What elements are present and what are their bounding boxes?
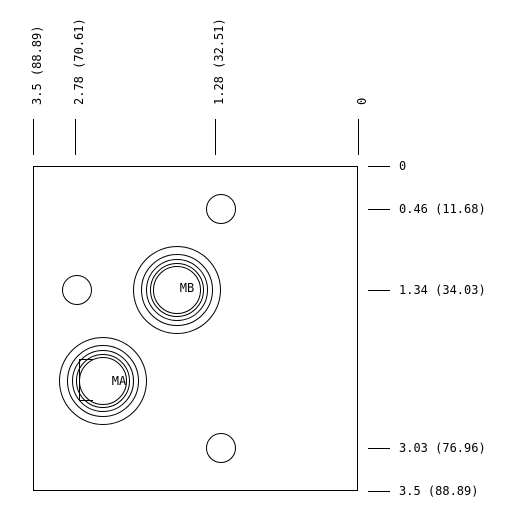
right-tick xyxy=(368,166,390,167)
right-tick xyxy=(368,491,390,492)
small-hole xyxy=(62,275,92,305)
port-label-ma: MA xyxy=(112,374,126,388)
top-tick xyxy=(33,119,34,155)
right-dim-label: 3.5 (88.89) xyxy=(399,484,478,498)
right-dim-label: 3.03 (76.96) xyxy=(399,441,486,455)
small-hole xyxy=(206,433,236,463)
top-tick xyxy=(358,119,359,155)
right-dim-label: 0.46 (11.68) xyxy=(399,202,486,216)
port-label-mb: MB xyxy=(180,281,194,295)
top-dim-label: 2.78 (70.61) xyxy=(72,18,86,105)
right-dim-label: 0 xyxy=(399,159,406,173)
top-tick xyxy=(75,119,76,155)
top-dim-label: 3.5 (88.89) xyxy=(30,26,44,105)
right-dim-label: 1.34 (34.03) xyxy=(399,283,486,297)
right-tick xyxy=(368,448,390,449)
top-dim-label: 1.28 (32.51) xyxy=(212,18,226,105)
right-tick xyxy=(368,209,390,210)
small-hole xyxy=(206,194,236,224)
top-dim-label: 0 xyxy=(355,98,369,105)
right-tick xyxy=(368,290,390,291)
port-tab-ma xyxy=(79,359,93,401)
top-tick xyxy=(215,119,216,155)
drawing-root: 3.5 (88.89) 2.78 (70.61) 1.28 (32.51) 0 0 0.… xyxy=(0,0,512,512)
